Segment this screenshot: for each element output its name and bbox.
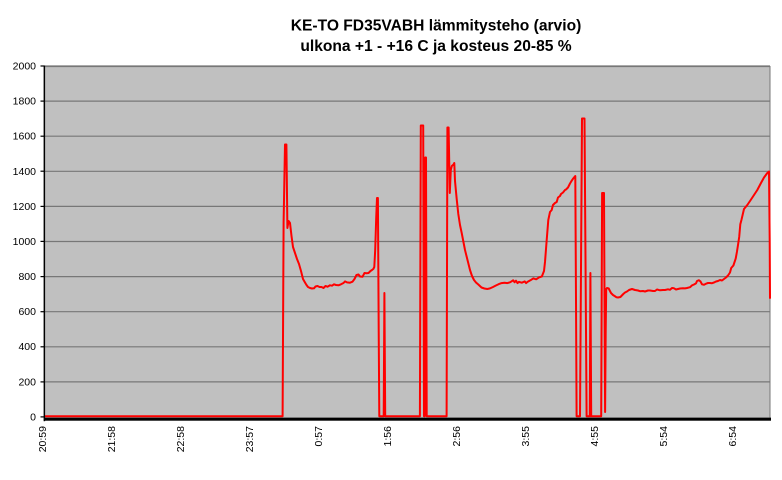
svg-text:22:58: 22:58 (175, 426, 187, 452)
svg-text:0: 0 (30, 411, 36, 423)
svg-text:600: 600 (18, 306, 36, 318)
svg-text:1:56: 1:56 (382, 426, 394, 447)
svg-text:1000: 1000 (13, 236, 37, 248)
svg-text:2000: 2000 (13, 61, 37, 73)
svg-text:800: 800 (18, 271, 36, 283)
svg-text:200: 200 (18, 376, 36, 388)
svg-text:6:54: 6:54 (727, 426, 739, 447)
svg-text:1600: 1600 (13, 131, 37, 143)
svg-text:1200: 1200 (13, 201, 37, 213)
svg-text:2:56: 2:56 (451, 426, 463, 447)
svg-text:23:57: 23:57 (244, 426, 256, 452)
svg-text:400: 400 (18, 341, 36, 353)
svg-text:1800: 1800 (13, 96, 37, 108)
svg-text:21:58: 21:58 (106, 426, 118, 452)
svg-text:3:55: 3:55 (520, 426, 532, 447)
svg-text:4:55: 4:55 (589, 426, 601, 447)
svg-text:KE-TO FD35VABH lämmitysteho (a: KE-TO FD35VABH lämmitysteho (arvio) (291, 18, 582, 35)
svg-text:0:57: 0:57 (313, 426, 325, 447)
svg-text:ulkona +1 - +16 C ja kosteus 2: ulkona +1 - +16 C ja kosteus 20-85 % (300, 38, 571, 55)
svg-text:1400: 1400 (13, 166, 37, 178)
svg-text:5:54: 5:54 (658, 426, 670, 447)
svg-text:20:59: 20:59 (37, 426, 49, 452)
